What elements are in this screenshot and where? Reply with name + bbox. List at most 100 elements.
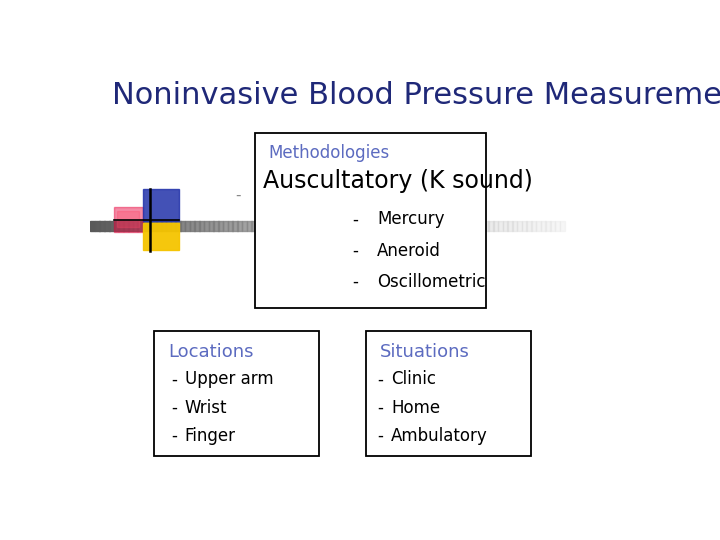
Bar bbox=[228, 221, 233, 231]
Bar bbox=[255, 133, 486, 308]
Bar bbox=[398, 221, 404, 231]
Bar bbox=[270, 221, 276, 231]
Text: -: - bbox=[171, 370, 177, 388]
Bar bbox=[251, 221, 256, 231]
Bar bbox=[275, 221, 280, 231]
Bar bbox=[370, 221, 375, 231]
Bar bbox=[332, 221, 337, 231]
Bar bbox=[180, 221, 186, 231]
Bar bbox=[95, 221, 100, 231]
Bar bbox=[143, 222, 179, 250]
Bar bbox=[308, 221, 313, 231]
Bar bbox=[559, 221, 565, 231]
Bar bbox=[171, 221, 176, 231]
Bar bbox=[176, 221, 181, 231]
Bar bbox=[104, 221, 109, 231]
Bar bbox=[351, 221, 356, 231]
Bar bbox=[341, 221, 347, 231]
Bar bbox=[550, 221, 555, 231]
Text: Wrist: Wrist bbox=[185, 399, 228, 417]
Bar bbox=[488, 221, 494, 231]
Bar bbox=[365, 221, 370, 231]
Bar bbox=[469, 221, 474, 231]
Bar bbox=[323, 221, 328, 231]
Bar bbox=[213, 221, 219, 231]
Bar bbox=[498, 221, 503, 231]
Bar bbox=[280, 221, 285, 231]
Bar bbox=[119, 221, 124, 231]
Bar bbox=[242, 221, 247, 231]
Text: Situations: Situations bbox=[380, 343, 470, 361]
Bar bbox=[508, 221, 513, 231]
Bar bbox=[384, 221, 390, 231]
Bar bbox=[194, 221, 199, 231]
Text: -: - bbox=[352, 211, 358, 228]
Bar bbox=[185, 221, 190, 231]
Bar bbox=[142, 221, 148, 231]
Bar bbox=[161, 221, 166, 231]
Bar bbox=[413, 221, 418, 231]
Bar bbox=[451, 221, 456, 231]
Text: Auscultatory (K sound): Auscultatory (K sound) bbox=[263, 168, 533, 193]
Bar bbox=[117, 211, 139, 227]
Bar bbox=[418, 221, 423, 231]
Bar bbox=[233, 221, 238, 231]
Bar bbox=[541, 221, 546, 231]
Bar bbox=[394, 221, 399, 231]
Bar bbox=[403, 221, 408, 231]
Bar bbox=[189, 221, 195, 231]
Text: -: - bbox=[377, 427, 383, 445]
Bar bbox=[337, 221, 342, 231]
Bar bbox=[389, 221, 394, 231]
Bar bbox=[517, 221, 522, 231]
Text: -: - bbox=[377, 399, 383, 417]
Bar bbox=[327, 221, 333, 231]
Bar bbox=[346, 221, 351, 231]
Bar bbox=[441, 221, 446, 231]
Bar bbox=[147, 221, 152, 231]
Bar bbox=[318, 221, 323, 231]
Text: -: - bbox=[171, 427, 177, 445]
Bar bbox=[303, 221, 309, 231]
Text: Methodologies: Methodologies bbox=[269, 144, 390, 162]
Bar bbox=[479, 221, 485, 231]
Text: -: - bbox=[235, 188, 240, 203]
Bar bbox=[422, 221, 427, 231]
Bar bbox=[166, 221, 171, 231]
Bar bbox=[356, 221, 361, 231]
Bar bbox=[521, 221, 527, 231]
Bar bbox=[152, 221, 157, 231]
Bar bbox=[132, 221, 138, 231]
Bar bbox=[366, 331, 531, 456]
Bar bbox=[455, 221, 461, 231]
Bar bbox=[436, 221, 441, 231]
Bar bbox=[143, 188, 179, 221]
Text: Upper arm: Upper arm bbox=[185, 370, 274, 388]
Bar bbox=[379, 221, 384, 231]
Bar bbox=[474, 221, 480, 231]
Bar bbox=[531, 221, 536, 231]
Bar bbox=[493, 221, 498, 231]
Text: -: - bbox=[352, 241, 358, 260]
Text: Mercury: Mercury bbox=[377, 211, 445, 228]
Bar bbox=[218, 221, 223, 231]
Text: Home: Home bbox=[392, 399, 441, 417]
Bar bbox=[503, 221, 508, 231]
Text: -: - bbox=[377, 370, 383, 388]
Bar bbox=[536, 221, 541, 231]
Bar bbox=[299, 221, 304, 231]
Bar bbox=[360, 221, 366, 231]
Text: Finger: Finger bbox=[185, 427, 236, 445]
Bar bbox=[512, 221, 518, 231]
Bar bbox=[289, 221, 294, 231]
Text: Oscillometric: Oscillometric bbox=[377, 273, 486, 291]
Bar bbox=[222, 221, 228, 231]
Bar bbox=[408, 221, 413, 231]
Bar bbox=[154, 331, 319, 456]
Bar bbox=[128, 221, 133, 231]
Bar bbox=[209, 221, 214, 231]
Bar bbox=[246, 221, 252, 231]
Bar bbox=[294, 221, 300, 231]
Text: -: - bbox=[352, 273, 358, 291]
Bar bbox=[256, 221, 261, 231]
